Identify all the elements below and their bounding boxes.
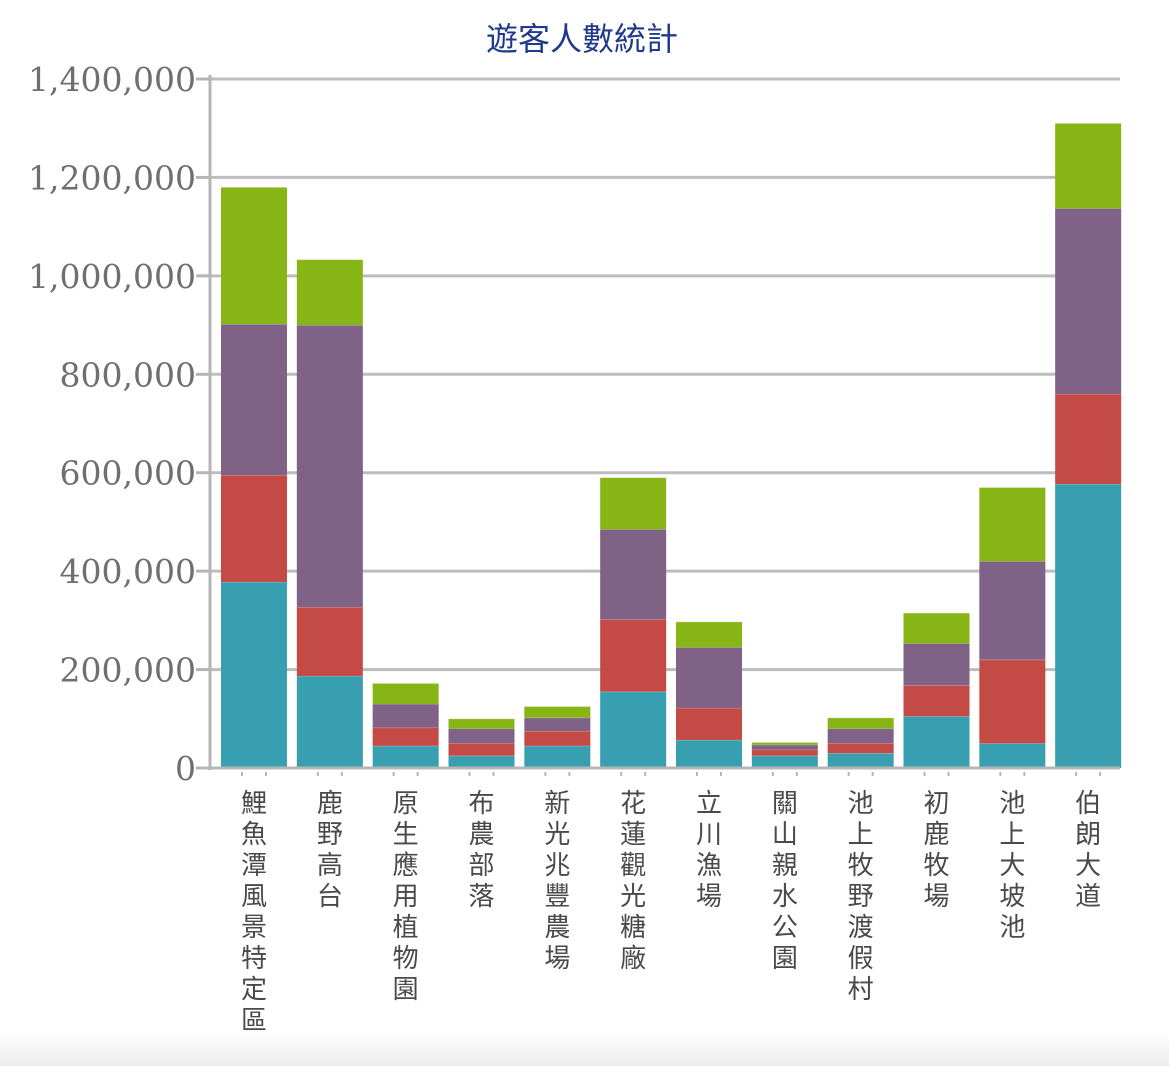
bar-segment	[524, 717, 591, 732]
bar-segment	[296, 325, 363, 608]
bar-segment	[372, 727, 439, 746]
bar-segment	[524, 745, 591, 768]
bar-segment	[448, 755, 515, 768]
bar-segment	[827, 753, 894, 768]
bar-segment	[676, 707, 742, 740]
bar-segment	[979, 743, 1046, 768]
bars	[221, 122, 1122, 768]
bar-segment	[372, 704, 439, 728]
bar-segment	[600, 619, 667, 692]
bar-segment	[296, 675, 363, 768]
x-axis-category-labels: 鯉魚潭風景特定區 鹿野高台 原生應用植物園 布農部落 新光兆豐農場 花蓮觀光糖廠 立川漁場 關…	[241, 772, 1101, 1036]
x-axis-category-label: 池上大坡池	[999, 789, 1025, 943]
bar-segment	[979, 659, 1046, 744]
y-axis-tick-label: 0	[175, 749, 196, 788]
bar-segment	[903, 685, 970, 717]
bar-segment	[1055, 484, 1122, 768]
x-axis-category-label: 花蓮觀光糖廠	[620, 789, 646, 974]
bottom-fade	[0, 1032, 1169, 1066]
y-axis-tick-label: 1,200,000	[28, 158, 196, 197]
bar-segment	[600, 529, 667, 620]
bar-segment	[221, 324, 287, 476]
bar-segment	[751, 742, 818, 745]
y-axis-tick-label: 200,000	[60, 651, 196, 690]
bar-segment	[221, 581, 287, 768]
y-axis-tick-label: 400,000	[60, 552, 196, 591]
bar-segment	[448, 743, 515, 756]
x-axis-category-label: 鹿野高台	[317, 789, 343, 912]
bar-segment	[221, 187, 287, 325]
bar-segment	[827, 743, 894, 754]
bar-segment	[751, 744, 818, 750]
bar-segment	[1055, 393, 1122, 485]
y-axis-tick-label: 600,000	[60, 454, 196, 493]
bar-segment	[751, 755, 818, 768]
bar-segment	[903, 716, 970, 768]
bar-segment	[676, 739, 742, 768]
bar-segment	[600, 691, 667, 768]
bar-segment	[676, 621, 742, 648]
x-axis-category-label: 鯉魚潭風景特定區	[241, 789, 267, 1036]
bar-segment	[676, 647, 742, 708]
bar-segment	[221, 475, 287, 582]
x-axis-category-label: 原生應用植物園	[393, 789, 419, 1005]
bar-segment	[372, 745, 439, 768]
chart-title: 遊客人數統計	[486, 20, 678, 58]
bar-segment	[448, 718, 515, 729]
x-axis-category-label: 布農部落	[468, 789, 494, 912]
bar-segment	[524, 731, 591, 746]
x-axis-category-label: 新光兆豐農場	[544, 789, 570, 974]
bar-segment	[372, 683, 439, 705]
bar-segment	[1055, 123, 1122, 209]
y-axis-tick-label: 1,400,000	[28, 60, 196, 99]
bar-segment	[827, 728, 894, 744]
y-axis-tick-label: 800,000	[60, 355, 196, 394]
bar-segment	[600, 477, 667, 530]
bar-segment	[827, 717, 894, 729]
bar-segment	[979, 561, 1046, 660]
x-axis-category-label: 伯朗大道	[1075, 789, 1101, 912]
bar-segment	[979, 487, 1046, 562]
x-axis-category-label: 初鹿牧場	[923, 789, 949, 912]
axes	[208, 75, 1120, 770]
x-axis-category-label: 立川漁場	[696, 789, 722, 912]
bar-segment	[903, 612, 970, 644]
bar-segment	[524, 706, 591, 718]
y-axis-tick-label: 1,000,000	[28, 257, 196, 296]
bar-segment	[296, 607, 363, 676]
bar-segment	[1055, 208, 1122, 394]
bar-segment	[903, 643, 970, 686]
x-axis-category-label: 池上牧野渡假村	[848, 789, 874, 1005]
bar-segment	[296, 259, 363, 326]
bar-segment	[751, 749, 818, 756]
x-axis-category-label: 關山親水公園	[772, 789, 798, 974]
y-axis-tick-labels: 0 200,000 400,000 600,000 800,000 1,000,000 1,…	[28, 60, 196, 788]
bar-segment	[448, 728, 515, 744]
